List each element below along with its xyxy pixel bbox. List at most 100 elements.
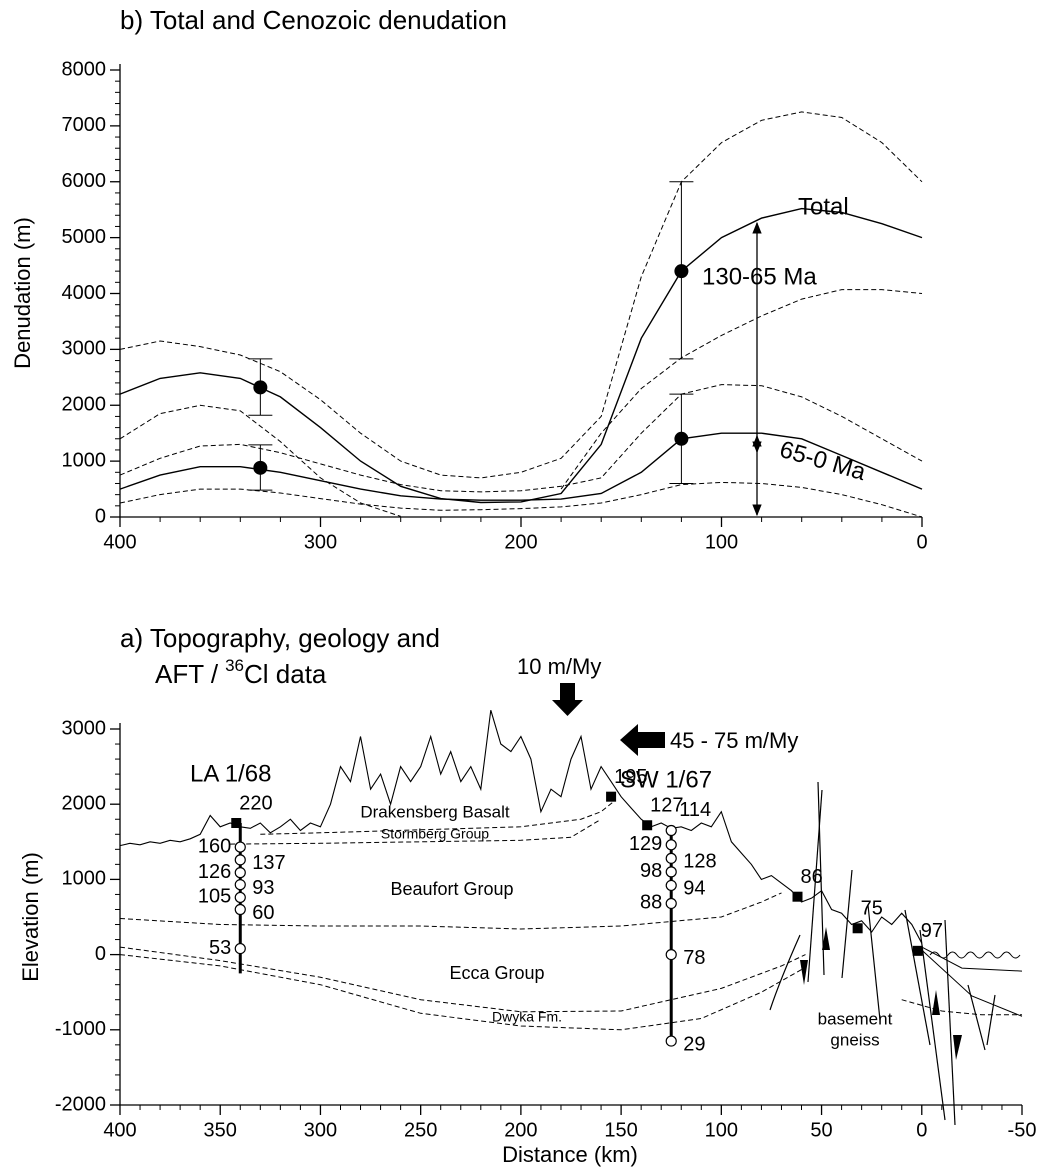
geologic-boundary (119, 892, 782, 930)
outcrop-sample (606, 791, 617, 802)
age-label: 128 (683, 851, 716, 873)
outcrop-sample (642, 820, 653, 831)
sample (665, 948, 677, 961)
y-axis-label: Elevation (m) (18, 852, 43, 982)
x-tick-label: 400 (103, 1119, 136, 1141)
annotation: Total (798, 193, 849, 220)
age-label: 126 (198, 861, 231, 883)
borehole-name: SW 1/67 (620, 766, 712, 793)
age-label: 114 (679, 799, 711, 821)
y-tick-label: 7000 (62, 114, 107, 136)
x-tick-label: 300 (304, 1119, 337, 1141)
x-tick-label: 350 (204, 1119, 237, 1141)
y-axis-label: Denudation (m) (10, 217, 35, 369)
age-label: 98 (640, 860, 662, 882)
uncertainty-line (119, 481, 923, 518)
x-tick-label: 100 (705, 531, 738, 553)
chart-title: b) Total and Cenozoic denudation (120, 5, 507, 35)
y-tick-label: 4000 (62, 282, 107, 304)
geologic-boundary (119, 946, 806, 1013)
x-tick-label: 200 (504, 531, 537, 553)
x-axis-label: Distance (km) (502, 1142, 638, 1167)
age-label: 86 (801, 866, 823, 888)
rate-arrow (552, 683, 583, 716)
seafloor-line (921, 949, 1023, 1017)
y-tick-label: 3000 (62, 717, 107, 739)
age-label: 88 (640, 892, 662, 914)
sample (234, 879, 246, 891)
sample (665, 897, 677, 910)
age-label: 53 (209, 937, 231, 959)
geologic-boundary (260, 800, 616, 835)
y-tick-label: 6000 (62, 170, 107, 192)
x-tick-label: 250 (404, 1119, 437, 1141)
y-tick-label: 5000 (62, 226, 107, 248)
age-label: 93 (252, 877, 274, 899)
outcrop-sample (852, 923, 863, 934)
title-part: AFT / (155, 659, 219, 689)
outcrop-sample (912, 945, 923, 956)
sample (234, 841, 246, 853)
uncertainty-line (119, 384, 923, 493)
y-tick-label: 2000 (62, 394, 107, 416)
topography (119, 710, 923, 944)
x-tick-label: 200 (504, 1119, 537, 1141)
sample (665, 852, 677, 864)
x-tick-label: 300 (304, 531, 337, 553)
chart-title: AFT / 36Cl data (155, 656, 327, 688)
geologic-boundary (230, 818, 602, 845)
y-tick-label: 0 (95, 505, 106, 527)
data-point (253, 460, 268, 475)
x-tick-label: 0 (916, 1119, 927, 1141)
uncertainty-line (119, 289, 923, 517)
geologic-boundary (119, 954, 802, 1031)
age-label: 105 (198, 886, 231, 908)
age-label: 137 (252, 852, 285, 874)
rate-label: 10 m/My (517, 654, 601, 679)
geologic-boundary (901, 999, 1022, 1016)
title-superscript: 36 (225, 656, 244, 675)
unit-label: Drakensberg Basalt (360, 802, 510, 821)
y-tick-label: 1000 (62, 868, 107, 890)
rate-arrow (620, 724, 665, 756)
sea-level (929, 951, 1021, 959)
sample (234, 854, 246, 866)
x-tick-label: 400 (103, 531, 136, 553)
age-label: 127 (650, 795, 683, 817)
y-tick-label: 0 (95, 943, 106, 965)
age-label: 94 (683, 878, 705, 900)
seafloor-line (921, 946, 1023, 972)
data-point (253, 380, 268, 395)
annotation: 130-65 Ma (702, 263, 817, 290)
data-point (674, 431, 689, 446)
age-label: 220 (239, 792, 272, 814)
outcrop-sample (231, 818, 242, 828)
sample (234, 867, 246, 879)
y-tick-label: 3000 (62, 338, 107, 360)
faults (769, 781, 996, 1126)
outcrop-sample (792, 891, 803, 902)
x-tick-label: 100 (705, 1119, 738, 1141)
sample (665, 1035, 677, 1047)
y-tick-label: -2000 (55, 1093, 106, 1115)
x-tick-label: 150 (604, 1119, 637, 1141)
age-label: 75 (861, 898, 883, 920)
fault-arrows (800, 927, 962, 1060)
sample (665, 824, 677, 837)
age-label: 129 (629, 833, 662, 855)
rate-label: 45 - 75 m/My (670, 728, 798, 753)
y-tick-label: 1000 (62, 449, 107, 471)
sample (665, 839, 677, 851)
x-tick-label: 0 (916, 531, 927, 553)
unit-label: Beaufort Group (390, 879, 513, 899)
sample (234, 942, 246, 955)
y-tick-label: 2000 (62, 792, 107, 814)
age-label: 195 (614, 766, 647, 788)
uncertainty-line (119, 111, 923, 479)
y-tick-label: 8000 (62, 58, 107, 80)
x-tick-label: -50 (1008, 1119, 1037, 1141)
unit-label: gneiss (830, 1030, 879, 1049)
sample (234, 903, 246, 916)
age-label: 160 (198, 835, 231, 857)
